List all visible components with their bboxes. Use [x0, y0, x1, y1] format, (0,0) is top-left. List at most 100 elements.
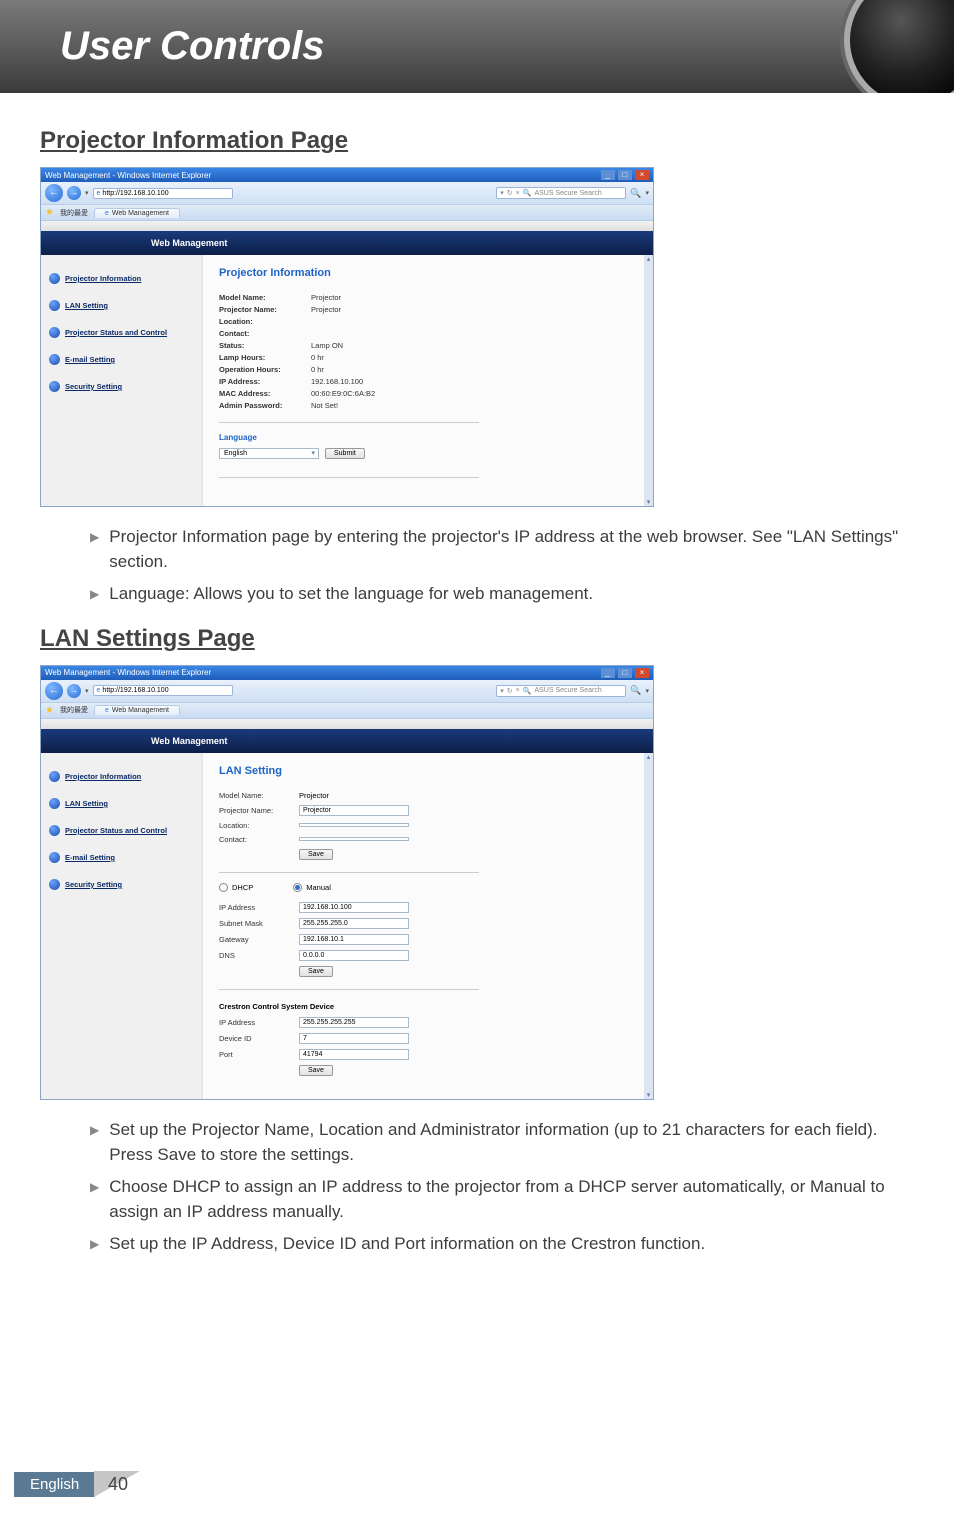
- form-row: Gateway192.168.10.1: [219, 934, 637, 945]
- search-box[interactable]: ▾ ↻ × 🔍 ASUS Secure Search: [496, 685, 626, 697]
- back-button[interactable]: ←: [45, 184, 63, 202]
- browser-tabstrip: ★ 我的最愛 e Web Management: [41, 703, 653, 719]
- browser-titlebar: Web Management - Windows Internet Explor…: [41, 666, 653, 680]
- projector-name-input[interactable]: Projector: [299, 805, 409, 816]
- nav-bullet-icon: [49, 879, 60, 890]
- input-value: 192.168.10.100: [303, 904, 352, 911]
- scrollbar[interactable]: [644, 255, 653, 506]
- forward-button[interactable]: →: [67, 684, 81, 698]
- panel-heading: Projector Information: [219, 267, 637, 279]
- search-dropdown-icon: ▾: [500, 189, 504, 197]
- page-footer: English 40: [0, 1445, 954, 1515]
- info-row: MAC Address:00:60:E9:0C:6A:B2: [219, 389, 637, 398]
- forward-button[interactable]: →: [67, 186, 81, 200]
- go-icon[interactable]: 🔍: [630, 685, 641, 696]
- search-box[interactable]: ▾ ↻ × 🔍 ASUS Secure Search: [496, 187, 626, 199]
- address-bar[interactable]: e http://192.168.10.100: [93, 188, 233, 199]
- window-title: Web Management - Windows Internet Explor…: [45, 171, 211, 180]
- favorites-icon[interactable]: ★: [45, 207, 54, 218]
- projector-info-bullets: ▶Projector Information page by entering …: [90, 525, 914, 607]
- save-button[interactable]: Save: [299, 966, 333, 977]
- info-label: Operation Hours:: [219, 365, 311, 374]
- submit-button[interactable]: Submit: [325, 448, 365, 459]
- nav-lan-setting[interactable]: LAN Setting: [49, 300, 193, 311]
- browser-tab[interactable]: e Web Management: [94, 705, 180, 715]
- info-label: Status:: [219, 341, 311, 350]
- dns-input[interactable]: 0.0.0.0: [299, 950, 409, 961]
- close-button[interactable]: ×: [635, 668, 649, 678]
- form-row: Port41794: [219, 1049, 637, 1060]
- nav-projector-information[interactable]: Projector Information: [49, 771, 193, 782]
- favorites-icon[interactable]: ★: [45, 705, 54, 716]
- scrollbar[interactable]: [644, 753, 653, 1099]
- nav-label: E-mail Setting: [65, 355, 115, 364]
- language-select[interactable]: English: [219, 448, 319, 459]
- minimize-button[interactable]: _: [601, 668, 615, 678]
- form-row: Save: [219, 849, 637, 860]
- doc-bullet-item: ▶Language: Allows you to set the languag…: [90, 582, 914, 607]
- panel-heading: LAN Setting: [219, 765, 637, 777]
- chapter-header: User Controls: [0, 0, 954, 93]
- back-button[interactable]: ←: [45, 682, 63, 700]
- wm-sidebar: Projector Information LAN Setting Projec…: [41, 255, 201, 506]
- form-label: Model Name:: [219, 791, 299, 800]
- nav-email-setting[interactable]: E-mail Setting: [49, 852, 193, 863]
- info-row: Projector Name:Projector: [219, 305, 637, 314]
- crestron-devid-input[interactable]: 7: [299, 1033, 409, 1044]
- info-value: Projector: [311, 293, 341, 302]
- browser-tab[interactable]: e Web Management: [94, 208, 180, 218]
- gateway-input[interactable]: 192.168.10.1: [299, 934, 409, 945]
- nav-projector-status[interactable]: Projector Status and Control: [49, 327, 193, 338]
- form-label: Device ID: [219, 1034, 299, 1043]
- save-button[interactable]: Save: [299, 1065, 333, 1076]
- favorites-label[interactable]: 我的最愛: [60, 208, 88, 218]
- crestron-ip-input[interactable]: 255.255.255.255: [299, 1017, 409, 1028]
- nav-security-setting[interactable]: Security Setting: [49, 381, 193, 392]
- section-title-lan: LAN Settings Page: [40, 625, 914, 653]
- nav-security-setting[interactable]: Security Setting: [49, 879, 193, 890]
- info-label: Model Name:: [219, 293, 311, 302]
- nav-email-setting[interactable]: E-mail Setting: [49, 354, 193, 365]
- form-row: IP Address192.168.10.100: [219, 902, 637, 913]
- info-value: Projector: [311, 305, 341, 314]
- wm-banner: Web Management: [41, 231, 653, 255]
- lens-graphic: [844, 0, 954, 93]
- info-label: MAC Address:: [219, 389, 311, 398]
- lan-bullets: ▶Set up the Projector Name, Location and…: [90, 1118, 914, 1257]
- address-bar[interactable]: e http://192.168.10.100: [93, 685, 233, 696]
- favorites-label[interactable]: 我的最愛: [60, 705, 88, 715]
- refresh-icon: ↻: [507, 189, 513, 197]
- contact-input[interactable]: [299, 837, 409, 841]
- go-icon[interactable]: 🔍: [630, 188, 641, 199]
- location-input[interactable]: [299, 823, 409, 827]
- bullet-text: Projector Information page by entering t…: [109, 525, 914, 574]
- ip-input[interactable]: 192.168.10.100: [299, 902, 409, 913]
- nav-lan-setting[interactable]: LAN Setting: [49, 798, 193, 809]
- info-value: Not Set!: [311, 401, 338, 410]
- maximize-button[interactable]: □: [618, 668, 632, 678]
- nav-bullet-icon: [49, 300, 60, 311]
- form-row: IP Address255.255.255.255: [219, 1017, 637, 1028]
- maximize-button[interactable]: □: [618, 170, 632, 180]
- nav-projector-status[interactable]: Projector Status and Control: [49, 825, 193, 836]
- close-button[interactable]: ×: [635, 170, 649, 180]
- browser-tabstrip: ★ 我的最愛 e Web Management: [41, 205, 653, 221]
- form-row: DNS0.0.0.0: [219, 950, 637, 961]
- doc-bullet-item: ▶Set up the Projector Name, Location and…: [90, 1118, 914, 1167]
- webapp-viewport: Web Management Projector Information LAN…: [41, 221, 653, 506]
- nav-label: Security Setting: [65, 382, 122, 391]
- form-row: Save: [219, 1065, 637, 1076]
- mask-input[interactable]: 255.255.255.0: [299, 918, 409, 929]
- dhcp-radio[interactable]: DHCP: [219, 883, 253, 892]
- page-content: Projector Information Page Web Managemen…: [0, 93, 954, 1305]
- language-heading: Language: [219, 433, 637, 442]
- search-icon: 🔍: [523, 687, 532, 695]
- info-row: Contact:: [219, 329, 637, 338]
- save-button[interactable]: Save: [299, 849, 333, 860]
- wm-top-gradient: [41, 719, 653, 729]
- manual-radio[interactable]: Manual: [293, 883, 331, 892]
- minimize-button[interactable]: _: [601, 170, 615, 180]
- crestron-port-input[interactable]: 41794: [299, 1049, 409, 1060]
- nav-projector-information[interactable]: Projector Information: [49, 273, 193, 284]
- toolbar-sep: ▾: [85, 687, 89, 695]
